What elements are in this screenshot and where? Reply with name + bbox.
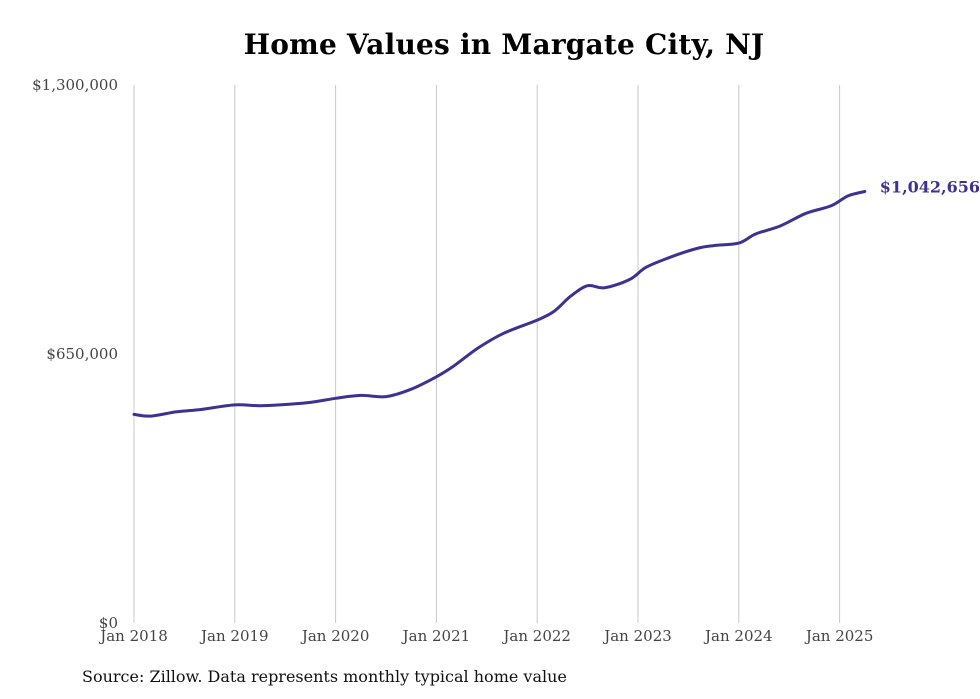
series-line [132,190,867,418]
x-axis: Jan 2018 Jan 2019 Jan 2020 Jan 2021 Jan 2022… [98,627,873,645]
plot-area [132,190,867,418]
y-tick-label: $650,000 [46,345,118,363]
x-tick-label: Jan 2023 [602,627,672,645]
x-tick-label: Jan 2025 [804,627,874,645]
y-tick-label: $0 [99,614,118,632]
y-tick-label: $1,300,000 [32,76,118,94]
x-tick-label: Jan 2022 [501,627,571,645]
chart-title: Home Values in Margate City, NJ [243,28,765,61]
x-tick-label: Jan 2021 [401,627,471,645]
x-tick-label: Jan 2018 [98,627,168,645]
y-axis: $0 $650,000 $1,300,000 [32,76,118,632]
x-tick-label: Jan 2020 [300,627,370,645]
end-value-label: $1,042,656 [880,178,980,197]
end-label-group: $1,042,656 [880,178,980,197]
source-note: Source: Zillow. Data represents monthly … [82,667,567,686]
x-tick-label: Jan 2024 [703,627,773,645]
gridlines [133,85,841,623]
x-tick-label: Jan 2019 [199,627,269,645]
